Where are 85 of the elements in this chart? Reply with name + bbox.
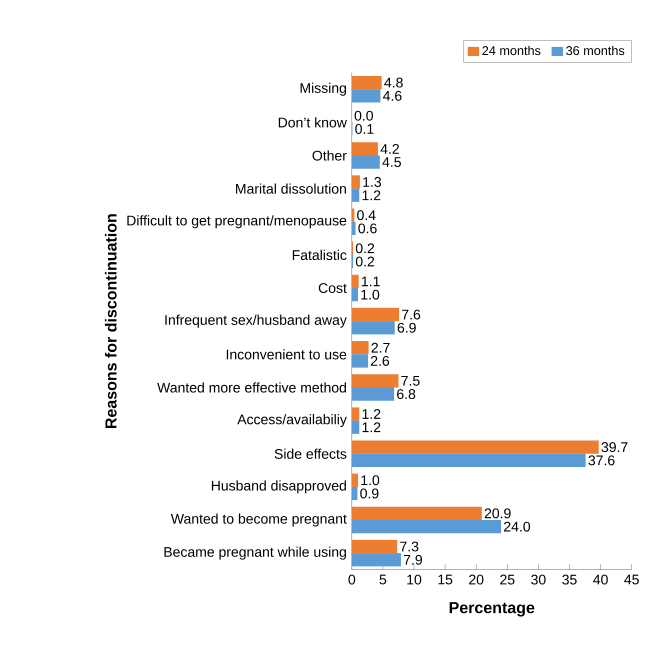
x-tick-label: 10 [407,574,422,585]
x-tick-label: 35 [562,574,577,585]
data-label: 1.3 [363,177,382,187]
y-tick-label: Infrequent sex/husband away [165,314,347,328]
bar [352,155,380,169]
data-label: 39.7 [602,442,628,452]
bar [352,274,359,288]
y-tick-label: Marital dissolution [236,183,346,194]
y-tick-label: Missing [300,82,346,96]
data-label: 0.1 [355,124,374,134]
y-tick-label: Wanted more effective method [157,382,346,393]
data-label: 2.7 [372,342,390,353]
data-label: 6.8 [397,389,416,400]
y-tick-label: Other [312,150,347,161]
legend-label: 24 months [482,46,540,56]
bar [352,374,398,388]
data-label: 1.0 [361,290,380,300]
x-tick-label: 5 [380,574,386,584]
bar [352,520,502,534]
bar [352,142,378,156]
data-label: 1.0 [361,475,380,486]
bar [352,407,360,421]
data-label: 0.9 [360,488,378,498]
data-label: 24.0 [504,522,530,532]
bar [352,175,360,189]
y-tick-label: Cost [318,283,347,293]
data-label: 7.6 [402,310,420,320]
x-tick-label: 30 [531,574,546,585]
legend-label: 36 months [566,46,624,56]
bar [352,341,369,354]
y-tick-label: Wanted to become pregnant [170,513,347,527]
x-tick-label: 40 [593,574,608,585]
bar [352,474,358,487]
bar [352,321,395,334]
x-tick-label: 20 [469,574,484,585]
data-label: 7.3 [400,542,418,552]
data-label: 1.2 [362,190,380,200]
data-label: 1.2 [362,422,380,432]
data-label: 7.9 [404,554,422,565]
bar [352,553,401,566]
data-label: 4.5 [382,157,401,167]
data-label: 4.6 [383,90,402,101]
bar [352,76,382,90]
data-label: 0.0 [354,110,373,121]
bar [352,506,482,520]
bar [352,454,586,467]
x-axis-title: Percentage [450,602,534,617]
data-label: 4.8 [384,78,403,88]
bar [352,486,358,500]
data-label: 0.6 [358,223,377,234]
data-label: 37.6 [588,455,615,466]
y-tick-label: Became pregnant while using [164,546,346,560]
y-tick-label: Inconvenient to use [226,349,346,360]
bar [352,354,368,368]
bar [352,387,394,401]
y-axis-title: Reasons for discontinuation [104,214,117,428]
y-tick-label: Difficult to get pregnant/menopause [127,215,346,228]
x-tick-label: 15 [438,574,452,584]
bar [352,540,398,554]
y-tick-label: Don’t know [278,117,347,128]
data-label: 0.4 [357,210,376,220]
bar [352,188,360,202]
data-label: 0.2 [356,256,374,266]
y-tick-label: Husband disapproved [212,480,346,494]
data-label: 1.2 [362,409,380,419]
y-tick-label: Access/availabiliy [237,414,347,428]
bar [352,208,354,222]
x-tick-label: 45 [624,574,639,584]
data-label: 6.9 [398,322,416,333]
data-label: 1.1 [362,276,380,286]
data-label: 4.2 [380,144,399,154]
x-tick-label: 25 [500,574,514,585]
bar [352,440,599,454]
bar [352,420,360,434]
data-label: 7.5 [401,376,420,386]
data-label: 2.6 [370,356,390,366]
data-label: 0.2 [356,243,374,254]
x-tick-label: 0 [348,574,356,585]
bar [352,288,358,302]
data-label: 20.9 [484,508,511,518]
y-tick-label: Fatalistic [292,250,347,260]
bar [352,308,400,322]
bar [352,89,380,102]
bar [352,222,356,236]
y-tick-label: Side effects [274,448,346,459]
